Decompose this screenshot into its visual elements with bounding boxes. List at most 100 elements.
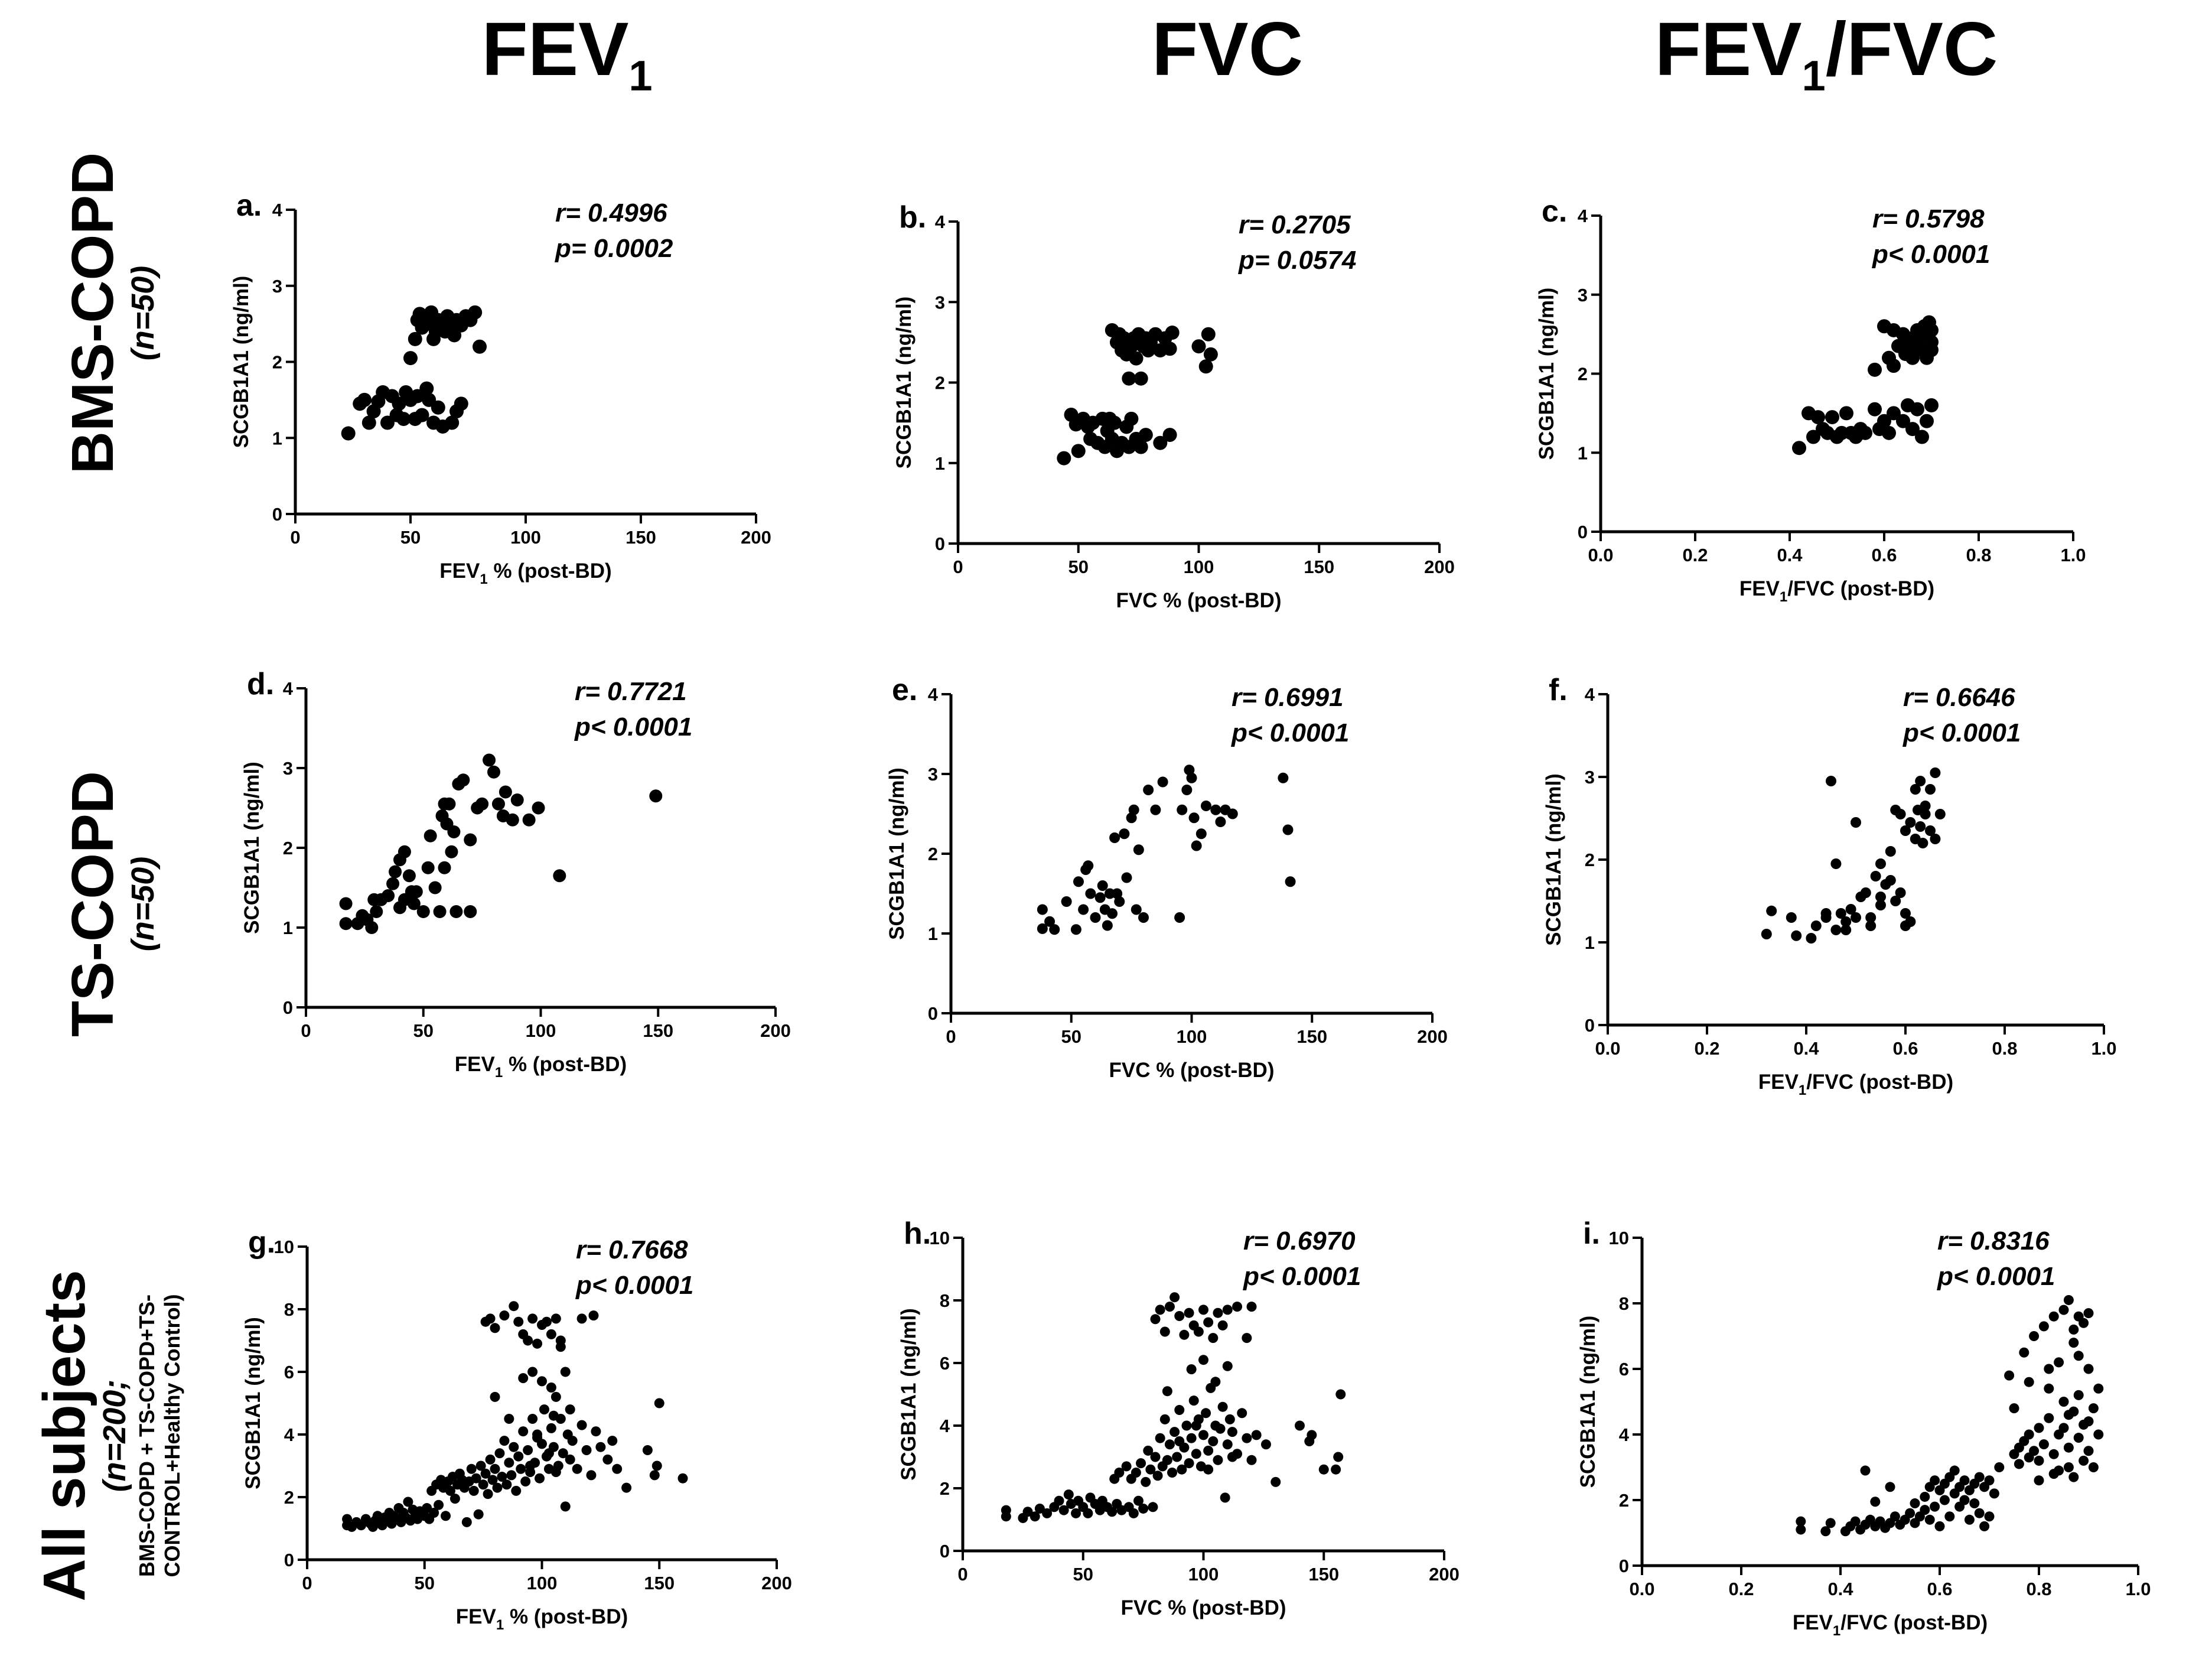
data-point <box>1885 875 1896 886</box>
data-point <box>1242 1433 1252 1443</box>
data-point <box>1184 1307 1194 1318</box>
data-point <box>576 1420 587 1430</box>
data-point <box>509 1301 519 1312</box>
data-point <box>1030 1511 1040 1522</box>
data-point <box>1910 331 1924 346</box>
panel-letter: e. <box>892 673 917 707</box>
data-point <box>434 1499 444 1510</box>
data-point <box>403 1497 413 1507</box>
p-value: p< 0.0001 <box>1902 718 2021 747</box>
data-point <box>1830 925 1842 935</box>
data-point <box>1875 900 1886 910</box>
data-point <box>1037 904 1048 915</box>
x-tick-label: 0.6 <box>1871 545 1897 565</box>
data-point <box>2038 1439 2049 1450</box>
data-point <box>1186 1364 1197 1375</box>
y-tick-label: 0 <box>940 1541 950 1562</box>
data-point <box>1090 912 1101 923</box>
data-point <box>457 773 470 787</box>
data-point <box>1143 785 1154 795</box>
data-point <box>2044 1413 2054 1423</box>
y-tick-label: 2 <box>935 373 945 393</box>
data-point <box>1246 1455 1257 1465</box>
x-axis-title-rest: /FVC (post-BD) <box>1787 577 1934 600</box>
data-point <box>2048 1469 2059 1479</box>
data-point <box>2054 1357 2064 1368</box>
correlation-r-value: r= 0.7721 <box>575 677 687 706</box>
column-title-ratio-base: FEV <box>1654 7 1802 92</box>
correlation-r-value: r= 0.6991 <box>1232 683 1344 712</box>
x-tick-label: 0.4 <box>1827 1579 1853 1599</box>
data-point <box>2058 1423 2069 1433</box>
data-point <box>550 1467 561 1478</box>
data-point <box>1930 1475 1940 1486</box>
data-point <box>398 845 411 858</box>
data-point <box>1766 905 1777 916</box>
data-point <box>409 885 423 899</box>
data-point <box>1915 430 1929 444</box>
data-point <box>1920 809 1931 819</box>
data-point <box>2088 1403 2099 1414</box>
data-point <box>1128 804 1139 815</box>
x-axis-title: FEV1/FVC (post-BD) <box>1739 577 1934 605</box>
data-point <box>1870 871 1881 881</box>
data-point <box>1905 350 1920 365</box>
data-point <box>1213 1455 1223 1465</box>
x-tick-label: 150 <box>1296 1026 1327 1047</box>
data-point <box>1979 1521 1990 1531</box>
data-point <box>1210 804 1221 815</box>
data-point <box>423 829 437 842</box>
data-point <box>1820 912 1832 923</box>
y-tick-label: 0 <box>272 504 282 525</box>
data-point <box>532 1432 543 1443</box>
data-point <box>1037 923 1048 934</box>
data-point <box>506 813 519 827</box>
p-value: p< 0.0001 <box>575 1271 693 1300</box>
x-tick-label: 0.4 <box>1793 1038 1819 1059</box>
data-point <box>445 1485 455 1496</box>
data-point <box>649 1470 660 1481</box>
data-point <box>1232 1302 1243 1312</box>
data-point <box>1057 451 1071 466</box>
data-point <box>475 797 489 811</box>
data-point <box>1895 809 1906 819</box>
data-point <box>1042 1508 1053 1518</box>
data-point <box>560 1501 571 1512</box>
data-point <box>1217 1320 1228 1331</box>
data-point <box>1974 1472 1985 1482</box>
data-point <box>1097 880 1108 891</box>
data-point <box>1150 1452 1161 1462</box>
y-tick-label: 2 <box>284 1487 294 1508</box>
data-point <box>1964 1514 1975 1525</box>
data-point <box>522 813 536 827</box>
data-point <box>558 1448 568 1459</box>
data-point <box>518 1373 529 1384</box>
data-point <box>1826 776 1836 786</box>
data-point <box>1181 785 1193 795</box>
panel-letter: a. <box>236 188 262 223</box>
data-point <box>550 1391 561 1402</box>
data-point <box>591 1426 601 1437</box>
column-title-fev1: FEV1 <box>482 12 653 98</box>
x-tick-label: 0.6 <box>1927 1579 1952 1599</box>
data-point <box>1201 327 1216 341</box>
data-point <box>1177 1464 1187 1475</box>
data-point <box>1203 1464 1214 1475</box>
data-point <box>513 1316 524 1327</box>
panel-letter: h. <box>904 1216 931 1251</box>
data-point <box>1949 1465 1960 1476</box>
data-point <box>2073 1351 2084 1361</box>
column-title-ratio-suffix: /FVC <box>1825 7 1998 92</box>
x-tick-label: 1.0 <box>2091 1038 2116 1059</box>
data-point <box>504 1414 514 1424</box>
data-point <box>1195 828 1207 840</box>
data-point <box>1203 1317 1214 1328</box>
data-point <box>2083 1308 2094 1319</box>
data-point <box>1825 410 1839 425</box>
data-point <box>1162 428 1177 443</box>
x-axis-title-rest: % (post-BD) <box>503 1053 627 1076</box>
data-point <box>1184 765 1195 776</box>
data-point <box>2068 1472 2079 1482</box>
